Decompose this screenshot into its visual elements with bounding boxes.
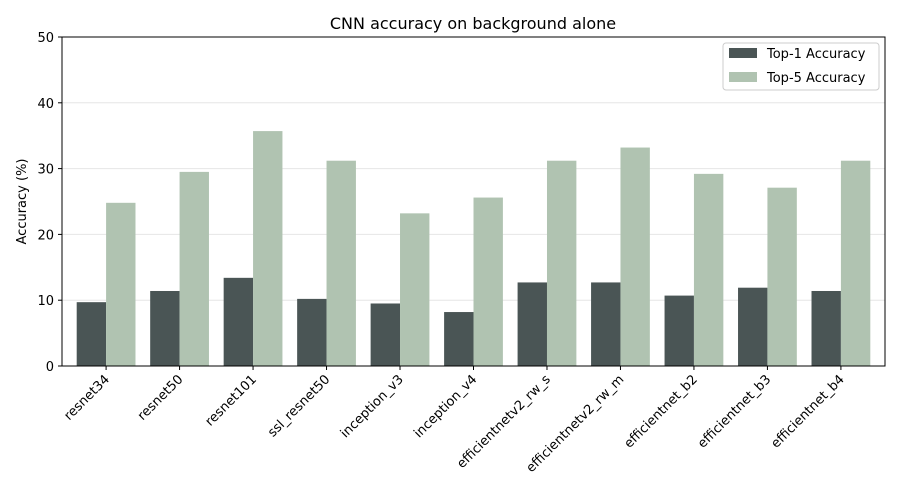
y-tick-label: 20: [37, 228, 54, 243]
bar-top-5-efficientnetv2-rw-s: [546, 160, 577, 366]
legend-label-top-5: Top-5 Accuracy: [766, 71, 866, 86]
bar-top-1-efficientnet-b4: [811, 290, 841, 366]
bar-top-5-inception-v3: [400, 213, 430, 366]
x-tick-label: resnet34: [61, 372, 112, 423]
bar-top-5-efficientnet-b2: [693, 173, 724, 366]
y-axis-ticks: 0 10 20 30 40 50: [37, 31, 62, 375]
x-tick-label: resnet101: [203, 372, 260, 429]
bar-top-5-efficientnet-b3: [767, 187, 797, 366]
y-tick-label: 0: [46, 360, 54, 375]
x-tick-label: inception_v3: [338, 372, 407, 441]
bar-top-5-resnet34: [106, 202, 136, 366]
bar-top-1-efficientnetv2-rw-m: [591, 282, 621, 366]
bar-top-1-resnet34: [76, 302, 107, 366]
legend: Top-1 Accuracy Top-5 Accuracy: [722, 42, 880, 91]
y-axis-title: Accuracy (%): [15, 159, 30, 245]
bar-top-5-resnet101: [253, 131, 283, 366]
bar-top-1-efficientnetv2-rw-s: [517, 282, 547, 366]
legend-box: [722, 42, 880, 91]
x-tick-label: inception_v4: [411, 372, 480, 441]
bar-top-5-efficientnet-b4: [840, 160, 871, 366]
chart-title: CNN accuracy on background alone: [330, 14, 616, 33]
x-tick-label: efficientnet_b4: [769, 372, 848, 451]
x-tick-label: resnet50: [135, 372, 186, 423]
legend-swatch-top-5: [729, 72, 757, 82]
y-tick-label: 10: [37, 294, 54, 309]
bar-top-1-efficientnet-b2: [664, 295, 694, 366]
x-tick-label: efficientnet_b2: [622, 372, 701, 451]
bar-top-1-inception-v4: [444, 312, 474, 366]
bar-top-5-ssl-resnet50: [326, 160, 356, 366]
bar-top-1-resnet50: [150, 290, 180, 366]
bar-top-5-resnet50: [179, 171, 209, 366]
y-tick-label: 50: [37, 31, 54, 46]
bar-top-1-ssl-resnet50: [297, 298, 327, 366]
bar-top-1-efficientnet-b3: [738, 287, 768, 366]
x-tick-label: efficientnet_b3: [695, 372, 774, 451]
legend-label-top-1: Top-1 Accuracy: [766, 47, 866, 62]
bar-top-1-resnet101: [223, 277, 254, 366]
x-tick-label: ssl_resnet50: [265, 372, 333, 440]
bar-top-5-inception-v4: [473, 197, 503, 366]
bars: [76, 131, 871, 366]
y-tick-label: 40: [37, 97, 54, 112]
y-tick-label: 30: [37, 163, 54, 178]
bar-top-1-inception-v3: [370, 303, 401, 366]
legend-swatch-top-1: [729, 48, 757, 58]
bar-top-5-efficientnetv2-rw-m: [620, 147, 650, 366]
x-axis-ticks: resnet34 resnet50 resnet101 ssl_resnet50 inc…: [61, 366, 848, 476]
